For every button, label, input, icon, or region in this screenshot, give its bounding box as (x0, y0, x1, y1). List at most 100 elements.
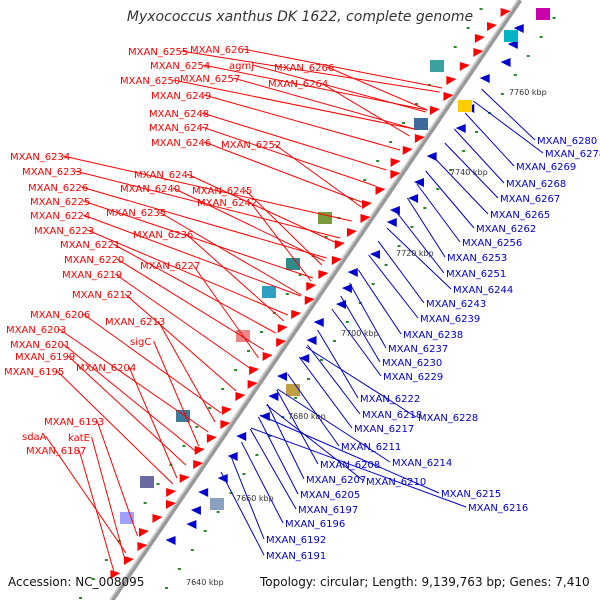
forward-gene-arrow (221, 406, 232, 415)
reverse-gene-arrow (186, 520, 197, 529)
right-gene-label: MXAN_6267 (500, 194, 560, 205)
right-gene-label: MXAN_6191 (266, 551, 326, 562)
tick-mark (255, 454, 259, 456)
tick-mark (539, 36, 543, 38)
feature-box (286, 384, 300, 396)
leader-line (201, 112, 387, 171)
leader-line (305, 346, 417, 418)
tick-mark (414, 103, 418, 105)
forward-gene-arrow (166, 488, 177, 497)
tick-mark (332, 340, 336, 342)
right-gene-label: MXAN_6214 (392, 458, 452, 469)
leader-line (320, 82, 410, 137)
left-gene-label: MXAN_6225 (30, 197, 90, 208)
tick-mark (410, 226, 414, 228)
leader-line (349, 282, 387, 349)
forward-gene-arrow (152, 514, 163, 523)
feature-box (176, 410, 190, 422)
right-gene-label: MXAN_6208 (320, 460, 380, 471)
left-gene-label: MXAN_6252 (221, 140, 281, 151)
forward-gene-arrow (390, 158, 401, 167)
leader-line (157, 320, 216, 423)
leader-line (357, 269, 402, 335)
leader-line (58, 328, 209, 433)
left-gene-label: MXAN_6213 (105, 317, 165, 328)
leader-line (434, 157, 489, 215)
tick-mark (363, 179, 367, 181)
tick-mark (500, 93, 504, 95)
forward-gene-arrow (487, 22, 498, 31)
leader-line (78, 449, 115, 572)
tick-mark (371, 283, 375, 285)
right-gene-label: MXAN_6217 (354, 424, 414, 435)
tick-mark (117, 540, 121, 542)
forward-gene-arrow (235, 392, 246, 401)
leader-line (453, 128, 505, 184)
leader-line (257, 416, 299, 495)
left-gene-label: agmJ (229, 61, 254, 72)
leader-line (203, 94, 401, 151)
right-gene-label: MXAN_6278 (545, 149, 600, 160)
forward-gene-arrow (402, 146, 413, 155)
leader-line (266, 404, 365, 482)
forward-gene-arrow (262, 352, 273, 361)
forward-gene-arrow (249, 366, 260, 375)
right-gene-label: MXAN_6268 (506, 179, 566, 190)
right-gene-label: MXAN_6262 (476, 224, 536, 235)
left-gene-label: MXAN_6220 (64, 255, 124, 266)
tick-mark (104, 559, 108, 561)
left-gene-label: MXAN_6264 (268, 79, 328, 90)
forward-gene-arrow (247, 380, 258, 389)
leader-line (368, 254, 419, 319)
tick-mark (513, 74, 517, 76)
tick-mark (320, 359, 323, 361)
genome-backbone-highlight (109, 0, 519, 600)
reverse-gene-arrow (227, 452, 238, 461)
left-gene-label: MXAN_6240 (120, 184, 180, 195)
forward-gene-arrow (304, 296, 315, 305)
left-gene-label: MXAN_6255 (128, 47, 188, 58)
forward-gene-arrow (138, 528, 149, 537)
tick-mark (91, 578, 95, 580)
tick-mark (552, 17, 556, 19)
forward-gene-arrow (446, 76, 457, 85)
right-gene-label: MXAN_6207 (306, 475, 366, 486)
tick-mark (247, 350, 250, 352)
right-gene-label: MXAN_6210 (366, 477, 426, 488)
leader-line (82, 214, 301, 297)
right-gene-label: MXAN_6215 (441, 489, 501, 500)
tick-mark (285, 293, 289, 295)
left-gene-label: MXAN_6221 (60, 240, 120, 251)
left-gene-label: MXAN_6242 (197, 198, 257, 209)
kbp-label: 7720 kbp (396, 249, 434, 258)
reverse-gene-arrow (299, 354, 310, 363)
tick-mark (190, 549, 194, 551)
reverse-gene-arrow (513, 24, 524, 33)
tick-mark (298, 274, 302, 276)
leader-line (116, 258, 265, 351)
forward-gene-arrow (166, 500, 176, 509)
leader-line (96, 420, 138, 537)
leader-line (464, 112, 515, 167)
forward-gene-arrow (110, 570, 121, 579)
right-gene-label: MXAN_6265 (490, 210, 550, 221)
reverse-gene-arrow (500, 58, 511, 67)
right-gene-label: MXAN_6244 (453, 285, 513, 296)
leader-line (230, 456, 265, 540)
label-leaders (45, 48, 544, 572)
feature-box (536, 8, 550, 20)
left-gene-label: MXAN_6224 (30, 211, 90, 222)
map-title: Myxococcus xanthus DK 1622, complete gen… (126, 9, 474, 25)
reverse-gene-arrow (455, 124, 466, 133)
left-gene-label: MXAN_6203 (6, 325, 66, 336)
right-gene-label: MXAN_6205 (300, 490, 360, 501)
forward-gene-arrow (390, 170, 401, 179)
left-gene-label: MXAN_6249 (151, 91, 211, 102)
left-gene-label: MXAN_6219 (62, 270, 122, 281)
tick-mark (182, 445, 186, 447)
reverse-gene-arrow (165, 536, 176, 545)
tick-mark (307, 378, 311, 380)
tick-mark (164, 587, 168, 589)
leader-line (80, 186, 327, 259)
left-gene-label: MXAN_6246 (151, 138, 211, 149)
